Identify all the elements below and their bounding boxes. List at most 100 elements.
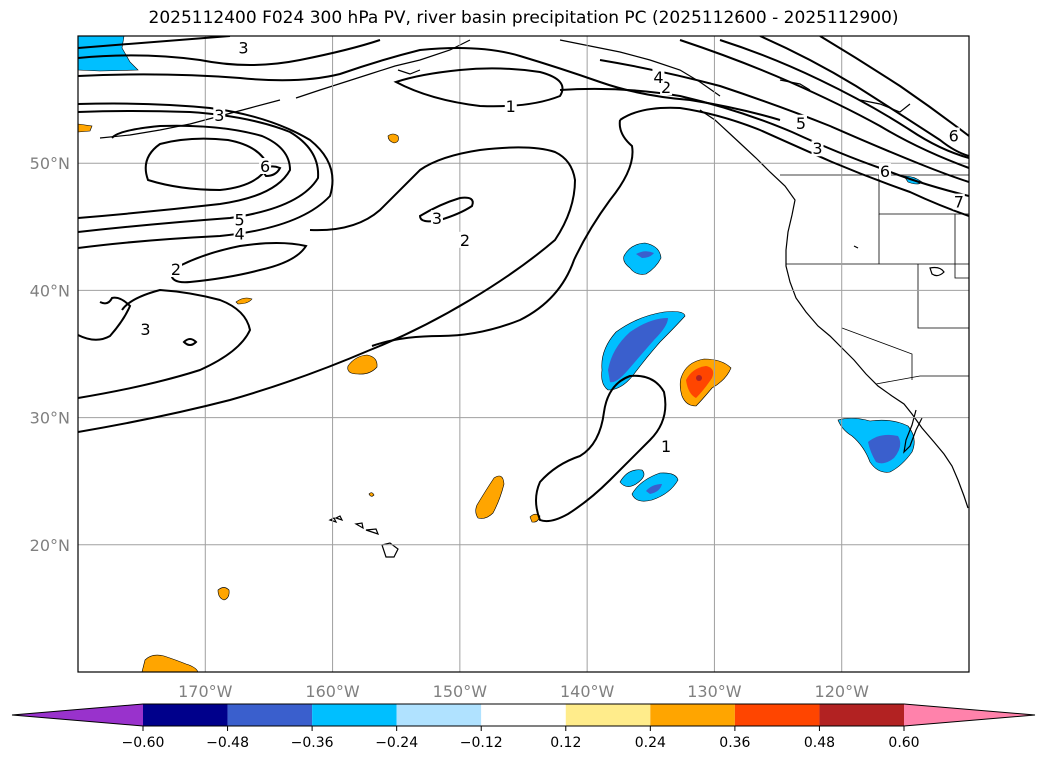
colorbar-bin (227, 704, 313, 726)
colorbar-tick-label: −0.60 (122, 735, 165, 751)
contour-label: 5 (235, 210, 245, 229)
colorbar-bin (819, 704, 904, 726)
latitude-tick-label: 30°N (30, 409, 70, 428)
contour-label: 2 (460, 231, 470, 250)
pv-contour-line (418, 196, 474, 223)
colorbar-bin (143, 704, 228, 726)
contour-label-bg (430, 210, 443, 227)
contour-label: 6 (260, 157, 270, 176)
contour-label-bg (139, 320, 152, 337)
colorbar-bin (312, 704, 397, 726)
map-frame (77, 35, 970, 673)
colorbar-tick-label: −0.24 (375, 735, 418, 751)
latitude-labels: 50°N 40°N 30°N 20°N (30, 154, 70, 555)
contour-label: 4 (653, 68, 663, 87)
precip-positive-region (78, 123, 93, 133)
contour-label: 2 (661, 78, 671, 97)
precip-negative-region (623, 242, 662, 275)
pv-contour-line (371, 119, 634, 347)
precip-negative-core (646, 484, 662, 494)
colorbar-tick-label: 0.48 (804, 735, 835, 751)
longitude-tick-label: 130°W (687, 682, 742, 701)
pv-contour-line (78, 288, 252, 399)
pv-contour-line (78, 124, 292, 219)
colorbar-bin (734, 704, 820, 726)
contour-label: 3 (140, 320, 150, 339)
pv-contour-line (78, 296, 132, 341)
contour-label-bg (504, 98, 517, 115)
colorbar-tick-label: 0.24 (635, 735, 666, 751)
colorbar-tick-label: 0.12 (550, 735, 581, 751)
contour-label-bg (794, 114, 807, 131)
longitude-tick-label: 150°W (433, 682, 488, 701)
contour-label: 3 (238, 39, 248, 58)
precip-fills (78, 36, 923, 672)
longitude-tick-label: 140°W (560, 682, 615, 701)
contour-label-bg (652, 68, 665, 85)
precip-positive-region (347, 354, 378, 375)
pv-contour-line (393, 67, 564, 108)
contour-label: 2 (171, 260, 181, 279)
colorbar-tick-label: 0.36 (719, 735, 750, 751)
contour-label: 4 (235, 224, 245, 243)
contour-label: 3 (432, 209, 442, 228)
colorbar-extend-max (904, 704, 1035, 726)
pv-contour-line (78, 146, 577, 433)
contour-label-bg (811, 140, 824, 157)
pv-contour-line (619, 106, 969, 217)
colorbar-tick-label: −0.48 (206, 735, 249, 751)
precip-negative-region (619, 469, 645, 487)
pv-contour-line (819, 36, 969, 137)
longitude-tick-label: 120°W (815, 682, 870, 701)
contour-label: 3 (812, 139, 822, 158)
latitude-tick-label: 20°N (30, 536, 70, 555)
colorbar-bin (650, 704, 735, 726)
contour-label-bg (233, 225, 246, 242)
gridlines (78, 36, 969, 672)
contour-label: 6 (880, 162, 890, 181)
colorbar: −0.60 −0.48 −0.36 −0.24 −0.12 0.12 0.24 0.36 0.4… (11, 703, 1036, 751)
contour-label: 1 (661, 437, 671, 456)
contour-label: 3 (214, 106, 224, 125)
contour-label: 1 (506, 97, 516, 116)
colorbar-extend-min (12, 704, 143, 726)
contour-label-bg (170, 261, 183, 278)
pv-contours (78, 36, 969, 523)
precip-negative-core (868, 434, 901, 464)
precip-positive-core (686, 366, 714, 398)
contour-label: 6 (949, 126, 959, 145)
colorbar-bin (565, 704, 651, 726)
colorbar-tick-label: −0.36 (291, 735, 334, 751)
pv-contour-line (78, 36, 231, 49)
precip-positive-region (387, 133, 399, 144)
borders (780, 174, 969, 385)
pv-contour-line (170, 242, 308, 284)
colorbar-bin (481, 704, 566, 726)
pv-contour-line (559, 87, 969, 197)
longitude-tick-label: 160°W (305, 682, 360, 701)
precip-positive-region (475, 475, 505, 519)
pv-contour-line (78, 102, 334, 249)
contour-label: 7 (954, 193, 964, 212)
precip-positive-peak (696, 375, 702, 381)
precip-negative-region (78, 36, 139, 72)
contour-label: 5 (796, 114, 806, 133)
contour-label-bg (213, 107, 226, 124)
precip-positive-region (529, 513, 541, 523)
pv-contour-line (599, 59, 969, 183)
pv-contour-line (78, 39, 381, 66)
precip-positive-region (141, 654, 199, 672)
contour-label-bg (947, 127, 960, 144)
precip-negative-core (608, 318, 668, 383)
contour-label-bg (233, 211, 246, 228)
contour-label-bg (458, 231, 471, 248)
pv-contour-line (759, 36, 969, 157)
contour-label-bg (259, 158, 272, 175)
longitude-tick-label: 170°W (178, 682, 233, 701)
pv-contour-line (535, 374, 667, 523)
pv-contour-line (78, 110, 320, 233)
coastlines (99, 39, 969, 558)
contour-label-bg (237, 39, 250, 56)
